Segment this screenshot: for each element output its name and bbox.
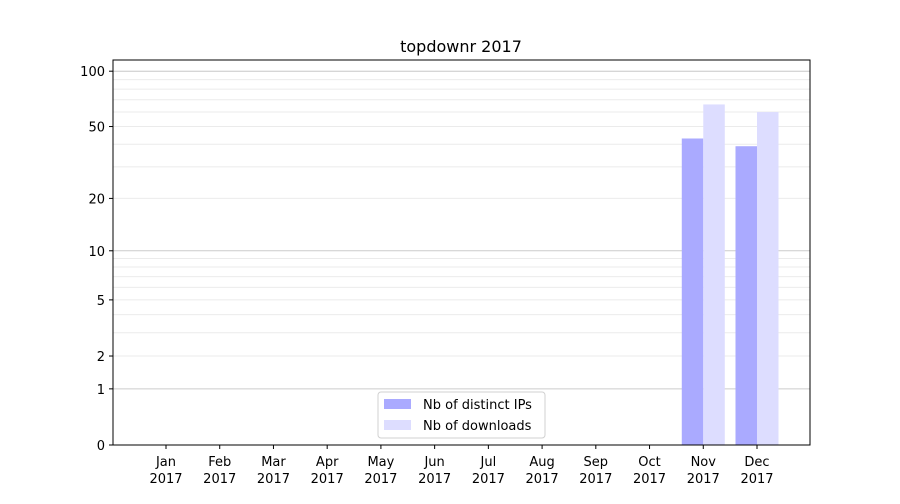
- x-tick-label-line: Apr: [316, 455, 339, 470]
- legend-label: Nb of downloads: [423, 419, 532, 434]
- x-tick-label: May 2017: [364, 455, 397, 487]
- bars: [681, 104, 779, 446]
- x-tick-label: Jan 2017: [149, 455, 182, 487]
- x-tick-label-line: Mar: [261, 455, 286, 470]
- x-tick-label-line: 2017: [418, 472, 451, 487]
- x-tick-label: Feb 2017: [203, 455, 236, 487]
- y-tick-label: 50: [88, 121, 105, 136]
- x-tick-label-line: 2017: [526, 472, 559, 487]
- bar-distinct-ips: [735, 146, 757, 445]
- x-tick-label-line: Jul: [480, 455, 497, 470]
- x-tick-label-line: Sep: [584, 455, 609, 470]
- x-tick-label-line: 2017: [633, 472, 666, 487]
- x-tick-label: Jun 2017: [418, 455, 451, 487]
- y-tick-label: 10: [88, 245, 105, 260]
- x-tick-label-line: Jan: [155, 455, 176, 470]
- x-tick-label-line: 2017: [579, 472, 612, 487]
- x-tick-label-line: 2017: [740, 472, 773, 487]
- x-axis: Jan 2017 Feb 2017 Mar 2017 Apr 2017 May 2017 Jun 20…: [149, 445, 774, 487]
- x-tick-label-line: Aug: [529, 455, 554, 470]
- legend-swatch: [384, 399, 411, 409]
- x-tick-label-line: 2017: [311, 472, 344, 487]
- x-tick-label-line: Oct: [638, 455, 660, 470]
- x-tick-label: Aug 2017: [526, 455, 559, 487]
- y-tick-label: 5: [97, 294, 105, 309]
- x-tick-label: Oct 2017: [633, 455, 666, 487]
- x-tick-label-line: 2017: [257, 472, 290, 487]
- y-axis: 0 1 2 5 10 20 50 100: [80, 65, 113, 454]
- y-tick-label: 2: [97, 350, 105, 365]
- x-tick-label-line: Dec: [744, 455, 769, 470]
- x-tick-label: Dec 2017: [740, 455, 773, 487]
- x-tick-label-line: 2017: [149, 472, 182, 487]
- x-tick-label-line: May: [367, 455, 394, 470]
- x-tick-label-line: 2017: [687, 472, 720, 487]
- grid: [113, 70, 810, 390]
- x-tick-label-line: Nov: [691, 455, 717, 470]
- legend: Nb of distinct IPs Nb of downloads: [377, 391, 546, 439]
- legend-swatch: [384, 420, 411, 430]
- y-tick-label: 1: [97, 383, 105, 398]
- axes-frame: [112, 59, 811, 446]
- y-tick-label: 20: [88, 192, 105, 207]
- x-tick-label: Jul 2017: [472, 455, 505, 487]
- x-tick-label-line: 2017: [472, 472, 505, 487]
- x-tick-label-line: Feb: [208, 455, 231, 470]
- x-tick-label: Nov 2017: [687, 455, 720, 487]
- bar-downloads: [757, 112, 779, 446]
- x-tick-label-line: 2017: [203, 472, 236, 487]
- bar-distinct-ips: [681, 138, 704, 445]
- bar-downloads: [703, 104, 725, 446]
- legend-label: Nb of distinct IPs: [423, 398, 532, 413]
- x-tick-label-line: Jun: [423, 455, 444, 470]
- x-tick-label-line: 2017: [364, 472, 397, 487]
- x-tick-label: Apr 2017: [311, 455, 344, 487]
- x-tick-label: Sep 2017: [579, 455, 612, 487]
- x-tick-label: Mar 2017: [257, 455, 290, 487]
- y-tick-label: 0: [97, 439, 105, 454]
- legend-box: [377, 391, 546, 439]
- y-tick-label: 100: [80, 65, 105, 80]
- chart-title: topdownr 2017: [400, 37, 522, 56]
